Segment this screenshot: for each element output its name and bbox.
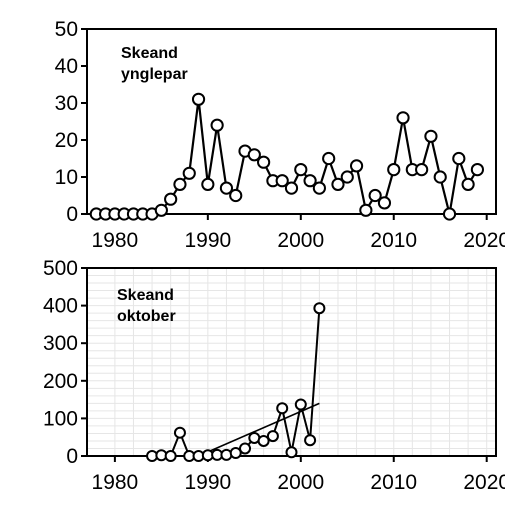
data-point	[470, 163, 485, 177]
y-tick-label: 500	[43, 257, 78, 280]
data-point	[219, 181, 234, 195]
data-point	[191, 92, 206, 106]
data-point	[331, 177, 345, 191]
data-point	[257, 155, 271, 169]
data-point	[229, 188, 243, 203]
chart-annotation: oktober	[117, 308, 176, 325]
chart-annotation: Skeand	[117, 287, 174, 304]
y-tick-label: 200	[43, 370, 78, 393]
x-tick-label: 2010	[370, 471, 417, 494]
data-point	[201, 177, 215, 191]
x-tick-label: 1990	[184, 471, 231, 494]
x-tick-label: 1980	[92, 471, 139, 494]
data-point	[359, 203, 373, 217]
x-tick-label: 2000	[277, 471, 324, 494]
data-point	[247, 148, 261, 162]
data-point	[340, 170, 354, 184]
data-point	[239, 442, 252, 455]
data-point	[173, 177, 187, 191]
y-tick-label: 50	[55, 18, 78, 41]
y-tick-label: 20	[55, 129, 78, 152]
data-point	[220, 448, 233, 461]
data-point	[304, 434, 317, 447]
data-point	[313, 302, 326, 315]
data-point	[461, 177, 475, 191]
data-point	[294, 398, 307, 411]
y-tick-label: 400	[43, 295, 78, 318]
data-point	[276, 402, 289, 415]
data-point	[229, 446, 242, 459]
y-tick-label: 0	[66, 203, 78, 226]
x-tick-label: 1990	[184, 229, 231, 252]
x-tick-label: 2020	[463, 229, 505, 252]
data-point	[275, 174, 289, 188]
data-point	[433, 170, 447, 184]
data-point	[349, 159, 364, 173]
data-point	[182, 166, 196, 180]
x-tick-label: 2000	[277, 229, 324, 252]
data-point	[415, 163, 429, 177]
y-tick-label: 100	[43, 407, 78, 430]
data-point	[257, 434, 270, 447]
data-point	[312, 181, 326, 195]
series-line	[96, 98, 479, 216]
data-point	[303, 174, 317, 188]
data-point	[154, 203, 168, 217]
chart-panel-1: 0 10 20 30 40 50 1980 1990 2000 2010 2020 Skeand yng…	[55, 18, 505, 252]
data-point	[294, 163, 308, 177]
data-point	[173, 426, 186, 439]
data-point	[284, 181, 299, 195]
data-point	[322, 151, 336, 166]
chart-annotation: Skeand	[121, 45, 178, 62]
x-tick-label: 2010	[370, 229, 417, 252]
data-point	[368, 188, 382, 203]
data-point	[424, 129, 438, 143]
plot-frame	[86, 28, 497, 215]
y-tick-label: 30	[55, 92, 78, 115]
data-point	[387, 163, 401, 177]
x-tick-label: 1980	[92, 229, 139, 252]
x-tick-label: 2020	[463, 471, 505, 494]
data-point	[285, 446, 298, 459]
chart-panel-2: 0 100 200 300 400 500 1980 1990 2000 2010 2020 Skea…	[43, 257, 505, 494]
y-tick-label: 300	[43, 332, 78, 355]
data-point	[164, 450, 177, 462]
data-point	[266, 430, 279, 443]
data-point	[210, 118, 224, 132]
chart-annotation: ynglepar	[121, 66, 188, 83]
data-point	[442, 207, 457, 221]
data-point	[396, 111, 410, 125]
y-tick-label: 0	[66, 445, 78, 468]
data-point	[164, 192, 178, 206]
y-tick-label: 40	[55, 55, 78, 78]
data-point	[452, 151, 466, 166]
y-tick-label: 10	[55, 166, 78, 189]
data-point	[377, 196, 392, 210]
